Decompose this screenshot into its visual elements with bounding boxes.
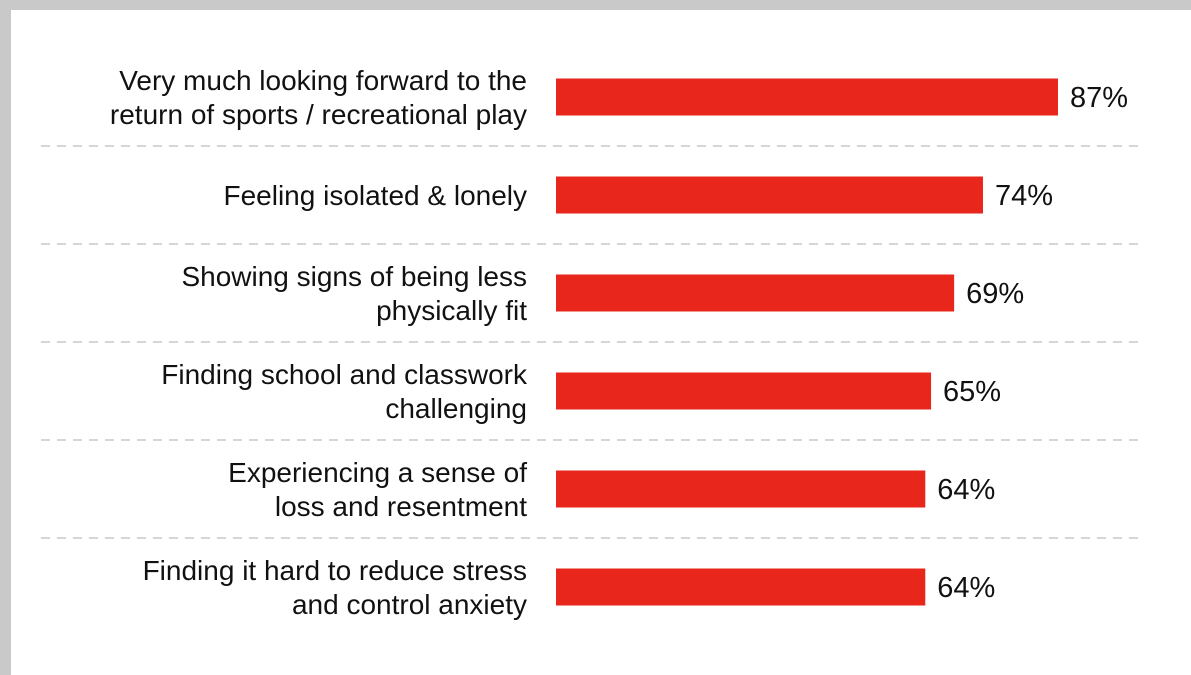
value-label-1: 87%	[1070, 82, 1128, 114]
value-label-6: 64%	[937, 572, 995, 604]
category-label-2: Feeling isolated & lonely	[223, 180, 527, 211]
bar-4	[556, 372, 932, 410]
value-label-5: 64%	[937, 474, 995, 506]
bar-6	[556, 568, 926, 606]
category-label-4: Finding school and classwork challenging	[161, 359, 528, 424]
value-label-4: 65%	[943, 376, 1001, 408]
bar-5	[556, 470, 926, 508]
category-label-1: Very much looking forward to the return o…	[110, 65, 527, 130]
chart-frame: 87% Very much looking forward to the retur…	[11, 10, 1191, 675]
bar-chart: 87% Very much looking forward to the retur…	[41, 65, 1139, 620]
category-label-3: Showing signs of being less physically fi…	[181, 261, 527, 326]
category-label-6: Finding it hard to reduce stress and cont…	[143, 555, 527, 620]
bar-1	[556, 78, 1058, 116]
value-label-2: 74%	[995, 180, 1053, 212]
value-label-3: 69%	[966, 278, 1024, 310]
bar-2	[556, 176, 983, 214]
category-label-5: Experiencing a sense of loss and resentme…	[228, 457, 527, 522]
bar-3	[556, 274, 955, 312]
